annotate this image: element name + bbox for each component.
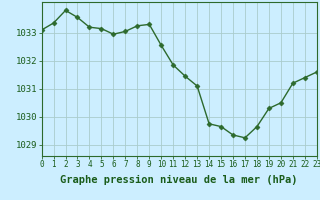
- X-axis label: Graphe pression niveau de la mer (hPa): Graphe pression niveau de la mer (hPa): [60, 175, 298, 185]
